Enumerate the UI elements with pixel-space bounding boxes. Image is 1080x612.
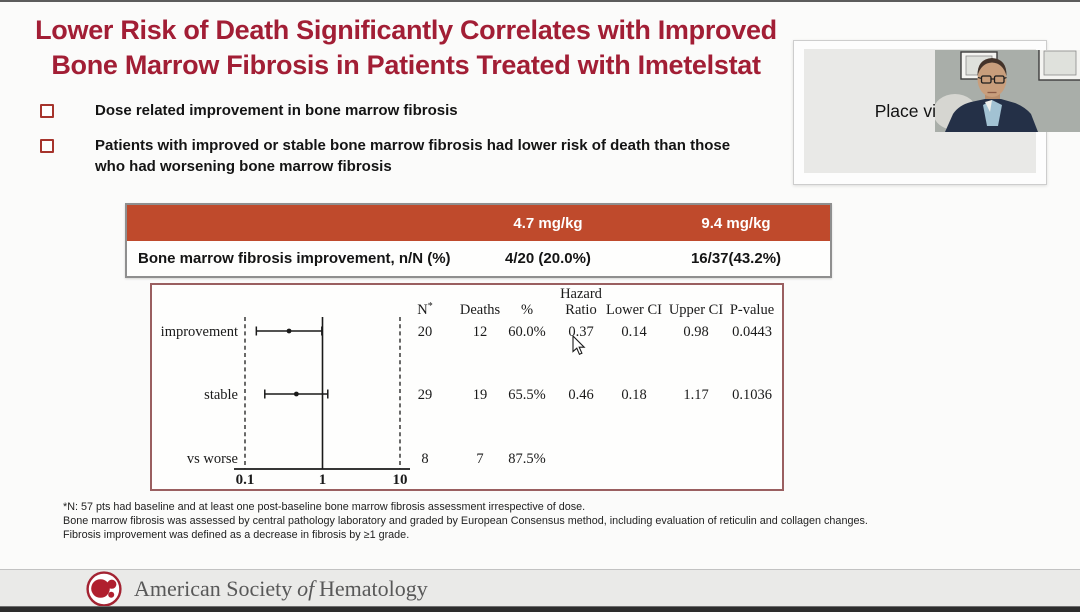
forest-column-header: % — [521, 302, 533, 318]
bullet-list: Dose related improvement in bone marrow … — [40, 100, 752, 191]
footer-bar: American Society of Hematology — [0, 569, 1080, 607]
forest-cell: 0.37 — [568, 324, 593, 340]
forest-point-estimate — [286, 328, 292, 334]
forest-cell: 0.98 — [683, 324, 708, 340]
square-bullet-icon — [40, 104, 54, 118]
bullet-item-1: Dose related improvement in bone marrow … — [40, 100, 752, 121]
window-top-edge — [0, 0, 1080, 2]
picture-frame-icon — [1038, 50, 1080, 81]
window-bottom-edge — [0, 606, 1080, 612]
forest-cell: 0.1036 — [732, 387, 772, 403]
table-row: Bone marrow fibrosis improvement, n/N (%… — [126, 241, 831, 277]
forest-cell: 7 — [476, 451, 483, 467]
forest-cell: 65.5% — [508, 387, 545, 403]
forest-plot-panel: 0.1 1 10 N* Deaths% Hazard Ratio Lower CI Upper … — [150, 283, 784, 491]
footnote-line-3: Fibrosis improvement was defined as a de… — [63, 528, 410, 541]
forest-column-header: Hazard — [560, 286, 603, 302]
dose-table-header-row: 4.7 mg/kg 9.4 mg/kg — [126, 204, 831, 241]
footnotes: *N: 57 pts had baseline and at least one… — [63, 501, 868, 542]
dose-value-94: 16/37(43.2%) — [690, 250, 782, 267]
dose-table-header-47: 4.7 mg/kg — [454, 204, 642, 241]
footer-org-part1: American Society — [134, 576, 293, 601]
forest-cell: 19 — [473, 387, 488, 403]
footer-org-name: American Society of Hematology — [134, 570, 428, 607]
forest-cell: 0.14 — [621, 324, 647, 340]
forest-x-tick-label: 10 — [393, 472, 408, 488]
footer-org-part3: Hematology — [319, 576, 428, 601]
forest-cell: 1.17 — [683, 387, 708, 403]
speaker-person — [945, 58, 1038, 132]
dose-table: 4.7 mg/kg 9.4 mg/kg Bone marrow fibrosis… — [125, 203, 832, 278]
forest-column-header: Lower CI — [606, 302, 662, 318]
bullet-item-2: Patients with improved or stable bone ma… — [40, 135, 752, 177]
forest-cell: 0.46 — [568, 387, 593, 403]
forest-column-header: P-value — [730, 302, 774, 318]
bullet-text-1: Dose related improvement in bone marrow … — [95, 102, 458, 119]
footer-org-part2: of — [297, 576, 315, 601]
forest-cell: 87.5% — [508, 451, 545, 467]
forest-row-label: vs worse — [187, 451, 238, 467]
forest-row-label: improvement — [161, 324, 238, 340]
forest-cell: 12 — [473, 324, 488, 340]
forest-cell: 29 — [418, 387, 433, 403]
forest-column-header: N* — [417, 301, 432, 318]
square-bullet-icon — [40, 139, 54, 153]
dose-table-header-94: 9.4 mg/kg — [642, 204, 831, 241]
forest-column-header: Deaths — [460, 302, 501, 318]
page-title: Lower Risk of Death Significantly Correl… — [0, 13, 812, 83]
ash-logo-icon — [86, 571, 122, 607]
forest-cell: 8 — [421, 451, 428, 467]
forest-cell: 20 — [418, 324, 433, 340]
mouse-cursor-icon — [572, 336, 586, 356]
forest-point-estimate — [293, 391, 299, 397]
forest-cell: 0.0443 — [732, 324, 772, 340]
footnote-line-1: *N: 57 pts had baseline and at least one… — [63, 501, 586, 513]
forest-cell: 0.18 — [621, 387, 646, 403]
dose-row-label: Bone marrow fibrosis improvement, n/N (%… — [138, 250, 451, 267]
footnote-line-2: Bone marrow fibrosis was assessed by cen… — [63, 514, 868, 527]
forest-row-label: stable — [204, 387, 238, 403]
forest-x-tick-label: 1 — [319, 472, 327, 488]
bullet-text-2: Patients with improved or stable bone ma… — [95, 137, 731, 175]
forest-cell: 60.0% — [508, 324, 545, 340]
webcam-video-feed — [935, 50, 1080, 132]
forest-x-tick-label: 0.1 — [236, 472, 255, 488]
page-title-line2: Bone Marrow Fibrosis in Patients Treated… — [51, 50, 761, 80]
forest-column-header: Upper CI — [669, 302, 724, 318]
page-title-line1: Lower Risk of Death Significantly Correl… — [35, 15, 777, 45]
dose-table-header-empty — [126, 204, 454, 241]
dose-value-47: 4/20 (20.0%) — [505, 250, 591, 267]
forest-column-header: Ratio — [565, 302, 596, 318]
